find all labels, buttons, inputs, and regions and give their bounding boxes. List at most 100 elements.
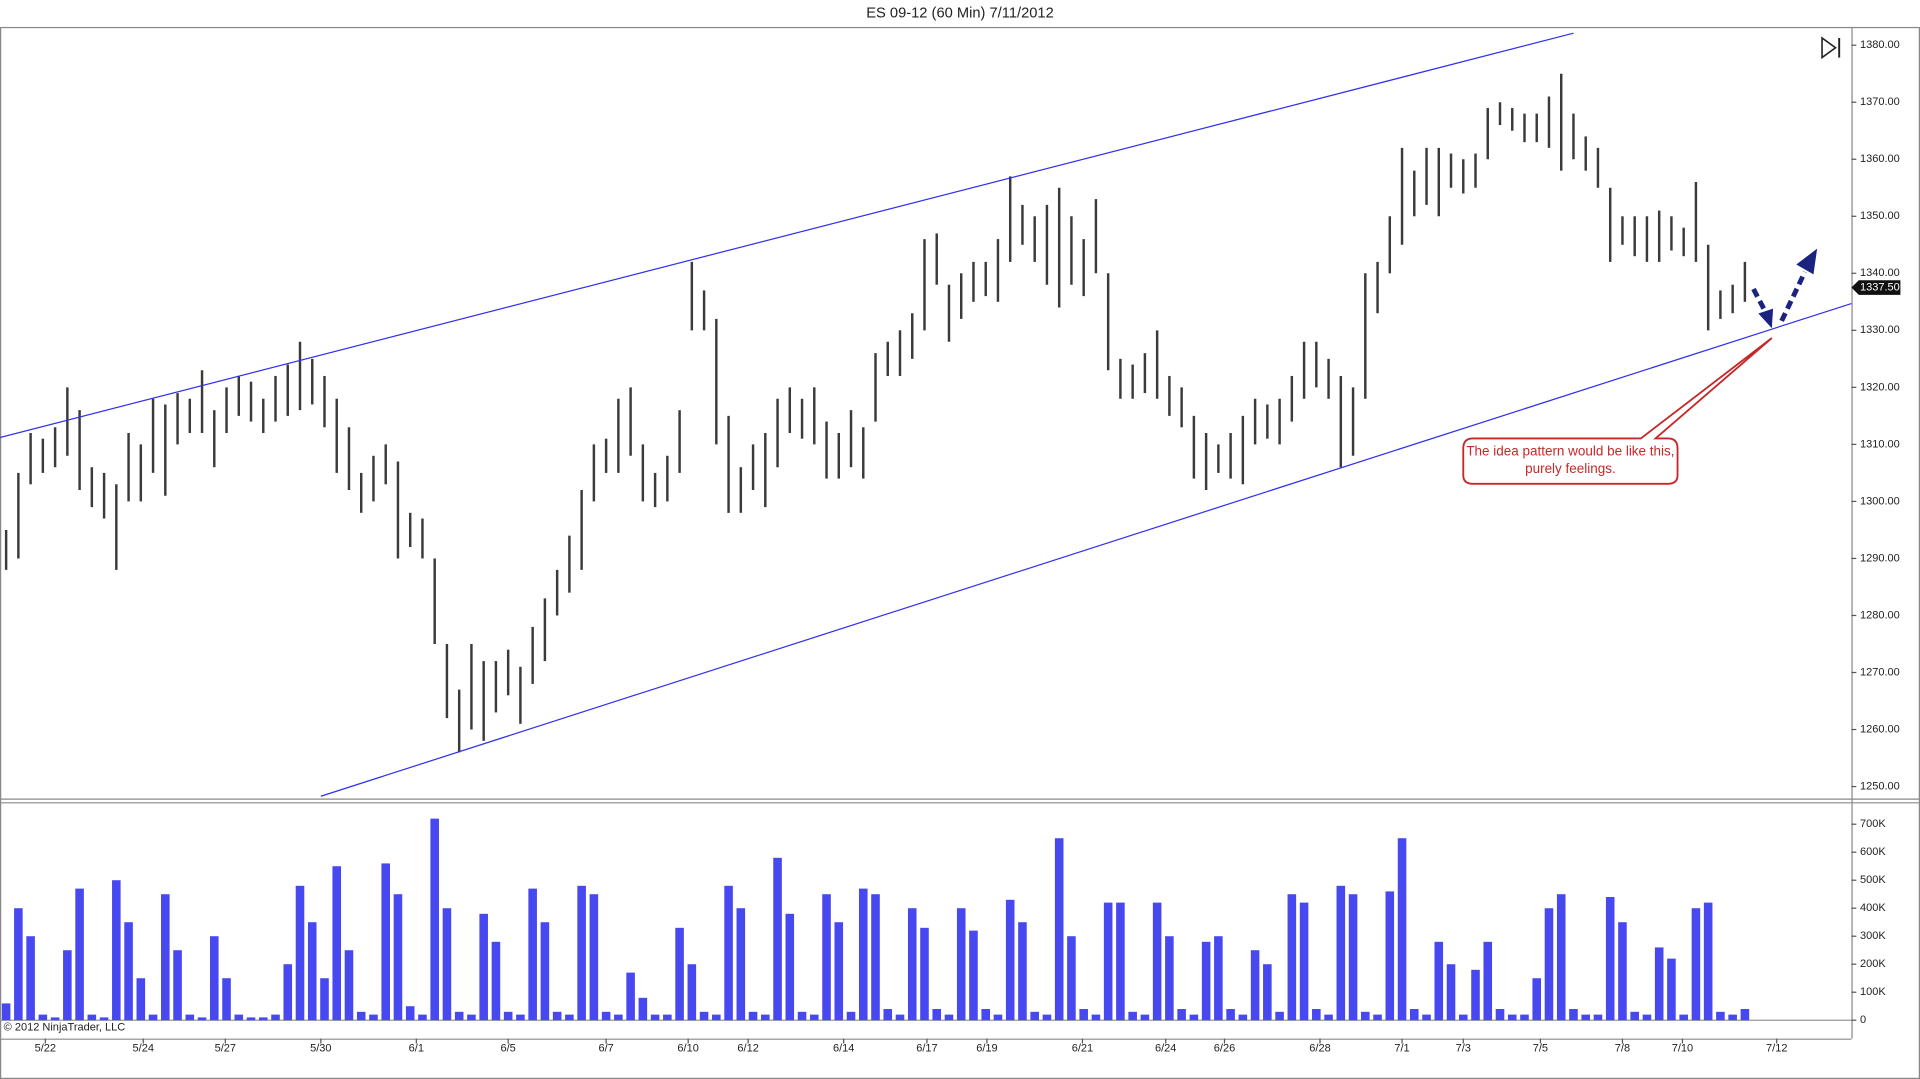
volume-bar: [1128, 1011, 1137, 1021]
volume-bar: [454, 1011, 464, 1021]
x-tick-label: 6/7: [598, 1042, 613, 1054]
volume-bar: [1458, 1014, 1468, 1021]
volume-bar: [1373, 1014, 1382, 1021]
volume-bar: [87, 1014, 97, 1021]
volume-bar: [307, 922, 317, 1021]
volume-bar: [1483, 941, 1493, 1021]
y-tick-label: 500K: [1860, 874, 1886, 886]
volume-bar: [246, 1017, 256, 1021]
x-tick-label: 5/30: [310, 1042, 331, 1054]
y-tick-label: 200K: [1860, 958, 1886, 970]
volume-bar: [834, 922, 844, 1021]
x-tick-label: 6/12: [737, 1042, 758, 1054]
volume-bar: [1, 1003, 11, 1021]
volume-bar: [956, 908, 966, 1021]
volume-bar: [1385, 891, 1395, 1021]
volume-bar: [1581, 1014, 1590, 1021]
volume-bar: [687, 964, 697, 1021]
volume-bar: [124, 922, 133, 1021]
volume-bar: [1667, 958, 1676, 1021]
volume-bar: [381, 863, 390, 1021]
volume-bar: [1556, 894, 1566, 1021]
x-tick-label: 5/24: [133, 1042, 154, 1054]
y-tick-label: 1310.00: [1860, 438, 1900, 450]
volume-bar: [1018, 922, 1027, 1021]
volume-bar: [1214, 936, 1223, 1021]
idea-arrows: [1751, 248, 1818, 329]
volume-bar: [883, 1009, 893, 1021]
volume-bar: [589, 894, 599, 1021]
volume-bar: [148, 1014, 158, 1021]
y-tick-label: 100K: [1860, 986, 1886, 998]
volume-bar: [1446, 964, 1456, 1021]
x-tick-label: 5/27: [215, 1042, 236, 1054]
volume-bar: [1312, 1009, 1321, 1021]
play-icon[interactable]: [1821, 36, 1837, 60]
volume-bar: [540, 922, 550, 1021]
x-tick-label: 6/26: [1214, 1042, 1235, 1054]
y-tick-label: 600K: [1860, 846, 1886, 858]
callout-box: [1462, 337, 1773, 485]
volume-bar: [418, 1014, 427, 1021]
volume-bar: [197, 1017, 207, 1021]
y-tick-label: 1380.00: [1860, 39, 1900, 51]
volume-bar: [1605, 897, 1615, 1021]
volume-bar: [1507, 1014, 1517, 1021]
arrow-head: [1796, 248, 1818, 275]
volume-bar: [332, 866, 342, 1021]
y-tick-label: 1340.00: [1860, 267, 1900, 279]
x-tick-label: 6/10: [677, 1042, 698, 1054]
volume-bar: [1177, 1009, 1186, 1021]
go-right-button[interactable]: [1821, 36, 1841, 60]
volume-bar: [858, 888, 868, 1021]
volume-bar: [1201, 941, 1211, 1021]
x-tick-label: 6/1: [409, 1042, 424, 1054]
y-tick-label: 1360.00: [1860, 153, 1900, 165]
volume-bar: [1593, 1014, 1603, 1021]
volume-bar: [1361, 1011, 1370, 1021]
volume-bar: [185, 1014, 195, 1021]
volume-bar: [1263, 964, 1272, 1021]
volume-bar: [675, 927, 684, 1021]
volume-bar: [1728, 1014, 1737, 1021]
volume-bar: [577, 885, 586, 1021]
volume-bar: [1091, 1014, 1101, 1021]
volume-bar: [969, 930, 978, 1021]
volume-bar: [393, 894, 403, 1021]
volume-bar: [1422, 1014, 1431, 1021]
volume-bar: [1520, 1014, 1529, 1021]
volume-bar: [1140, 1014, 1150, 1021]
volume-bar: [430, 818, 439, 1021]
x-tick-label: 7/10: [1672, 1042, 1693, 1054]
x-tick-label: 6/14: [833, 1042, 854, 1054]
volume-bar: [1544, 908, 1554, 1021]
volume-bar: [1250, 950, 1260, 1021]
volume-bar: [161, 894, 170, 1021]
x-tick-label: 6/28: [1309, 1042, 1330, 1054]
volume-bar: [222, 978, 231, 1021]
volume-bar: [1569, 1009, 1578, 1021]
callout-text-box: The idea pattern would be like this, pur…: [1466, 445, 1674, 477]
y-tick-label: 1260.00: [1860, 723, 1900, 735]
volume-bar: [822, 894, 831, 1021]
y-tick-label: 700K: [1860, 818, 1886, 830]
volume-bar: [1042, 1014, 1052, 1021]
volume-bar: [565, 1014, 574, 1021]
volume-bar: [1348, 894, 1358, 1021]
volume-bar: [1716, 1011, 1725, 1021]
x-tick-label: 6/21: [1072, 1042, 1093, 1054]
volume-bar: [479, 913, 488, 1021]
channel-line: [0, 32, 1574, 439]
volume-bar: [1079, 1009, 1088, 1021]
volume-bar: [699, 1011, 709, 1021]
volume-bar: [99, 1017, 109, 1021]
arrow-head: [1758, 308, 1774, 329]
volume-bar: [1054, 838, 1064, 1021]
volume-bar: [1005, 899, 1015, 1021]
y-tick-label: 400K: [1860, 902, 1886, 914]
y-tick-label: 1330.00: [1860, 324, 1900, 336]
channel-line: [320, 302, 1852, 797]
volume-bar: [712, 1014, 721, 1021]
